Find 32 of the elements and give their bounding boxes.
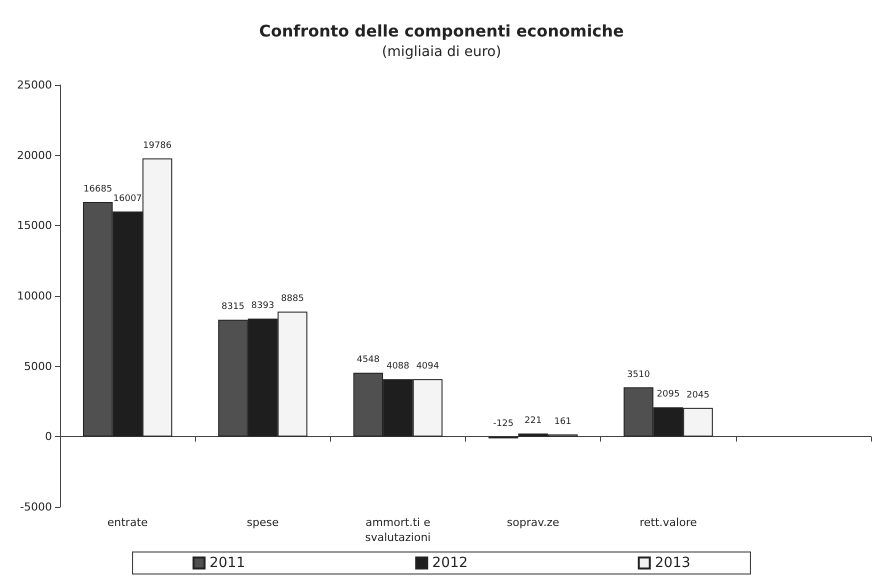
data-label: 221 — [524, 416, 542, 426]
legend-label: 2011 — [210, 555, 246, 571]
chart-subtitle: (migliaia di euro) — [382, 44, 502, 60]
y-tick-label: 5000 — [24, 360, 52, 373]
x-tick-label: entrate — [107, 516, 148, 529]
legend-label: 2013 — [654, 555, 690, 571]
x-tick-label: ammort.ti e svalutazioni — [365, 516, 431, 544]
data-label: 8393 — [251, 301, 274, 312]
data-label: 161 — [554, 416, 572, 427]
data-label: 2095 — [656, 390, 680, 400]
x-tick-label: soprav.ze — [506, 516, 560, 529]
y-tick-label: 15000 — [17, 219, 52, 232]
data-label: 4094 — [416, 362, 440, 372]
data-label: 2045 — [686, 390, 710, 400]
y-tick-label: -5000 — [20, 500, 52, 514]
data-label: 8315 — [222, 302, 244, 312]
data-label: 3510 — [627, 370, 650, 380]
chart-title: Confronto delle componenti economiche — [259, 22, 624, 40]
data-label: 4548 — [356, 355, 380, 366]
data-label: -125 — [493, 419, 514, 430]
x-tick-label: rett.valore — [640, 516, 698, 529]
y-tick-label: 25000 — [17, 78, 52, 92]
data-label: 16685 — [84, 184, 112, 194]
data-label: 4088 — [386, 362, 410, 372]
data-label: 19786 — [143, 140, 172, 151]
y-tick-label: 20000 — [17, 148, 52, 162]
data-label: 8885 — [281, 294, 304, 304]
y-tick-label: 0 — [45, 430, 52, 444]
y-tick-label: 10000 — [17, 290, 52, 302]
x-tick-label: spese — [246, 516, 279, 529]
legend-label: 2012 — [432, 555, 468, 571]
data-label: 16007 — [113, 194, 142, 204]
